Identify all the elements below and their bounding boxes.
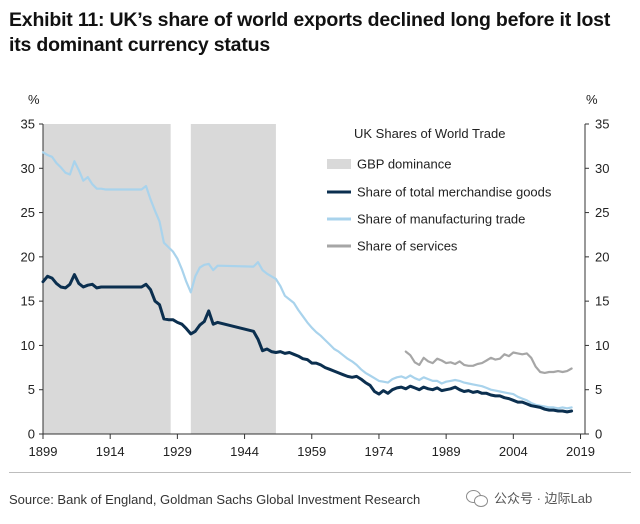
- y-tick-label-right: 0: [595, 427, 602, 442]
- series-line-1: [41, 151, 573, 410]
- legend: UK Shares of World Trade GBP dominance Sha…: [327, 126, 552, 254]
- y-tick-label-left: 5: [28, 382, 35, 397]
- legend-title: UK Shares of World Trade: [354, 126, 506, 141]
- gbp-dominance-band: [43, 124, 171, 434]
- x-tick-label: 2019: [566, 444, 595, 459]
- wechat-icon: [466, 489, 488, 507]
- legend-label-3: Share of services: [357, 239, 458, 254]
- legend-swatch-0: [327, 159, 351, 169]
- y-tick-label-right: 25: [595, 205, 609, 220]
- watermark-text: 公众号 · 边际Lab: [494, 491, 593, 506]
- shaded-periods: [43, 124, 276, 434]
- x-tick-label: 1959: [297, 444, 326, 459]
- x-tick-label: 1929: [163, 444, 192, 459]
- legend-label-1: Share of total merchandise goods: [357, 185, 552, 200]
- y-tick-label-right: 35: [595, 117, 609, 132]
- y-tick-label-left: 35: [21, 117, 35, 132]
- y-tick-label-left: 20: [21, 249, 35, 264]
- x-tick-label: 1944: [230, 444, 259, 459]
- axes: 0 0 5 5 10 10 15 15 20 20 25 25 30 30 35 35% % 1899 1914 19…: [21, 92, 610, 459]
- y-tick-label-right: 30: [595, 161, 609, 176]
- y-unit-right: %: [586, 92, 598, 107]
- footer-divider: [9, 472, 631, 473]
- y-unit-left: %: [28, 92, 40, 107]
- x-tick-label: 2004: [499, 444, 528, 459]
- y-tick-label-left: 25: [21, 205, 35, 220]
- x-tick-label: 1899: [29, 444, 58, 459]
- x-tick-label: 1914: [96, 444, 125, 459]
- y-tick-label-right: 10: [595, 338, 609, 353]
- x-tick-label: 1989: [432, 444, 461, 459]
- y-tick-label-left: 0: [28, 427, 35, 442]
- y-tick-label-left: 10: [21, 338, 35, 353]
- series-layer: [41, 151, 574, 414]
- y-tick-label-left: 15: [21, 294, 35, 309]
- legend-label-2: Share of manufacturing trade: [357, 212, 525, 227]
- x-tick-label: 1974: [364, 444, 393, 459]
- watermark: 公众号 · 边际Lab: [466, 488, 592, 507]
- gbp-dominance-band: [190, 124, 276, 434]
- line-chart: 0 0 5 5 10 10 15 15 20 20 25 25 30 30 35 35% % 1899 1914 19…: [21, 92, 610, 459]
- source-note: Source: Bank of England, Goldman Sachs G…: [9, 492, 421, 507]
- y-tick-label-left: 30: [21, 161, 35, 176]
- series-line-0: [41, 273, 574, 414]
- legend-label-0: GBP dominance: [357, 157, 451, 172]
- series-line-2: [404, 350, 573, 374]
- y-tick-label-right: 20: [595, 249, 609, 264]
- y-tick-label-right: 15: [595, 294, 609, 309]
- y-tick-label-right: 5: [595, 382, 602, 397]
- page-title: Exhibit 11: UK’s share of world exports …: [9, 9, 611, 56]
